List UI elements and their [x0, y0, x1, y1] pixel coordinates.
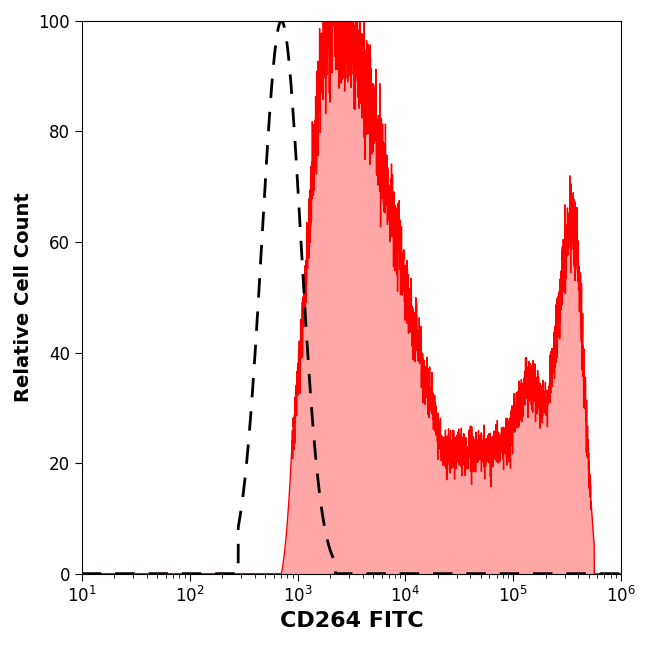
Y-axis label: Relative Cell Count: Relative Cell Count	[14, 192, 33, 402]
X-axis label: CD264 FITC: CD264 FITC	[280, 611, 423, 631]
